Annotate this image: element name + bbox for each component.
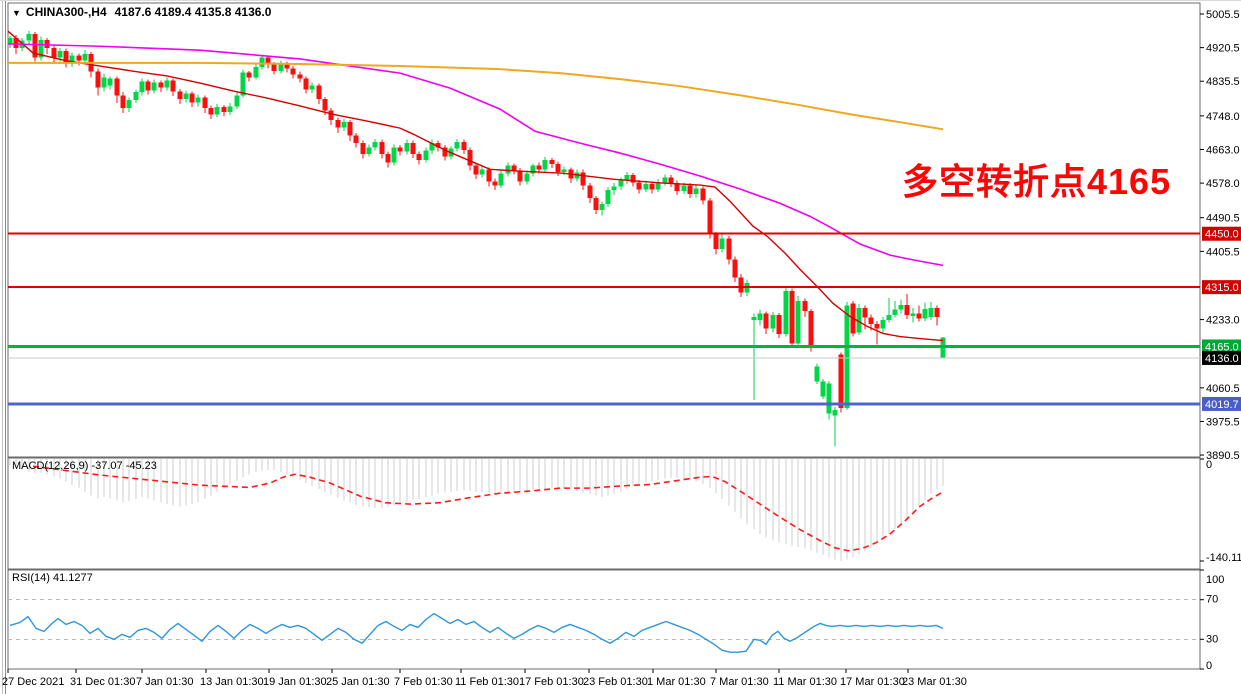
svg-text:11 Mar 01:30: 11 Mar 01:30 [773,676,837,688]
svg-text:31 Dec 01:30: 31 Dec 01:30 [70,676,135,688]
svg-text:0: 0 [1206,459,1212,471]
svg-text:3975.5: 3975.5 [1206,416,1240,428]
svg-text:25 Jan 01:30: 25 Jan 01:30 [326,676,390,688]
svg-text:7 Feb 01:30: 7 Feb 01:30 [394,676,453,688]
svg-text:4060.5: 4060.5 [1206,383,1240,395]
time-axis[interactable]: 27 Dec 2021 31 Dec 01:30 7 Jan 01:30 13 Jan… [2,669,967,688]
svg-text:4405.5: 4405.5 [1206,246,1240,258]
svg-text:4835.5: 4835.5 [1206,76,1240,88]
svg-text:27 Dec 2021: 27 Dec 2021 [2,676,64,688]
price-axis[interactable]: 0 -140.11 100 70 30 0 5005.5 4920.5 4835.5 4748.0… [1200,9,1241,672]
panel-borders [7,2,1201,670]
svg-text:23 Feb 01:30: 23 Feb 01:30 [583,676,648,688]
svg-text:17 Feb 01:30: 17 Feb 01:30 [519,676,584,688]
window-left-border [0,1,8,694]
horizontal-levels[interactable] [8,232,1200,406]
svg-text:4233.0: 4233.0 [1206,315,1240,327]
svg-text:30: 30 [1206,633,1218,645]
svg-text:4165.0: 4165.0 [1205,341,1239,353]
svg-text:4920.5: 4920.5 [1206,43,1240,55]
svg-text:4663.0: 4663.0 [1206,144,1240,156]
svg-text:4748.0: 4748.0 [1206,111,1240,123]
svg-text:4315.0: 4315.0 [1205,282,1239,294]
svg-text:7 Jan 01:30: 7 Jan 01:30 [136,676,194,688]
macd-indicator[interactable] [9,459,944,561]
rsi-indicator[interactable] [8,599,1200,653]
svg-text:3890.5: 3890.5 [1206,450,1240,462]
svg-text:11 Feb 01:30: 11 Feb 01:30 [455,676,519,688]
svg-text:5005.5: 5005.5 [1206,9,1240,21]
svg-text:4490.5: 4490.5 [1206,213,1240,225]
moving-averages [7,30,944,342]
svg-text:19 Jan 01:30: 19 Jan 01:30 [263,676,327,688]
svg-text:4136.0: 4136.0 [1205,353,1239,365]
svg-text:1 Mar 01:30: 1 Mar 01:30 [647,676,706,688]
svg-text:0: 0 [1206,660,1212,672]
svg-text:17 Mar 01:30: 17 Mar 01:30 [840,676,905,688]
ohlc-values: 4187.6 4189.4 4135.8 4136.0 [114,5,272,19]
svg-text:4019.7: 4019.7 [1205,399,1239,411]
svg-text:MACD(12,26,9) -37.07 -45.23: MACD(12,26,9) -37.07 -45.23 [12,460,157,472]
svg-text:4578.0: 4578.0 [1206,178,1240,190]
symbol-name: CHINA300-,H4 [25,5,107,19]
svg-text:-140.11: -140.11 [1206,552,1241,564]
svg-text:70: 70 [1206,594,1218,606]
svg-text:7 Mar 01:30: 7 Mar 01:30 [710,676,769,688]
svg-text:4450.0: 4450.0 [1205,229,1239,241]
svg-text:13 Jan 01:30: 13 Jan 01:30 [200,676,264,688]
indicator-titles: MACD(12,26,9) -37.07 -45.23 RSI(14) 41.12… [12,460,157,584]
chart-header: ▼ CHINA300-,H4 4187.6 4189.4 4135.8 4136.0 [12,5,271,19]
turning-point-annotation: 多空转折点4165 [902,161,1172,202]
symbol-dropdown-icon[interactable]: ▼ [12,8,21,18]
svg-text:23 Mar 01:30: 23 Mar 01:30 [902,676,967,688]
svg-text:100: 100 [1206,574,1224,586]
candlestick-series[interactable] [7,31,946,447]
svg-text:RSI(14) 41.1277: RSI(14) 41.1277 [12,572,93,584]
